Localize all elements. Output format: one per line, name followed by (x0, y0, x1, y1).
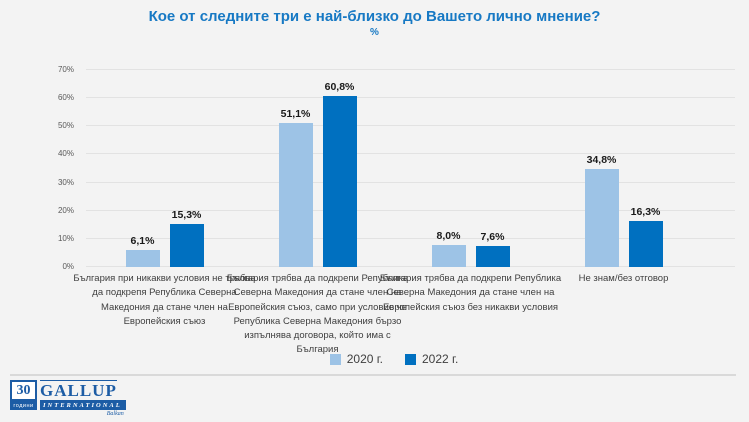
logo-years-word: години (10, 401, 37, 410)
y-axis-tick: 0% (62, 262, 74, 271)
logo-brand-name: GALLUP (40, 380, 117, 400)
chart-title: Кое от следните три е най-близко до Ваше… (148, 8, 601, 25)
bar-2020-г.: 34,8% (584, 154, 619, 267)
gridline (86, 69, 735, 70)
bar-value-label: 60,8% (324, 80, 355, 93)
bar-2020-г.: 8,0% (431, 230, 466, 267)
bar-value-label: 6,1% (130, 234, 155, 247)
logo-brand-line2: INTERNATIONAL (40, 400, 126, 410)
category-label: България трябва да подкрепи Република Се… (226, 273, 409, 356)
gridline (86, 181, 735, 183)
y-axis-tick: 70% (57, 65, 74, 74)
bar-group: 34,8% 16,3% (547, 70, 700, 267)
category-cell: България трябва да подкрепи Република Се… (380, 272, 561, 358)
category-cell: Не знам/без отговор (547, 272, 700, 358)
legend-item: 2022 г. (405, 352, 458, 366)
legend-label: 2020 г. (346, 352, 383, 366)
y-axis-tick: 60% (57, 93, 74, 103)
y-axis-tick: 20% (57, 205, 74, 215)
bar-2022-г.: 15,3% (169, 209, 204, 267)
category-cell: България при никакви условия не трябва д… (73, 272, 255, 358)
gridline (86, 266, 735, 267)
bar-group: 8,0% 7,6% (394, 70, 547, 267)
legend-swatch-icon (405, 353, 416, 365)
bar-value-label: 7,6% (480, 230, 505, 243)
gridline (86, 125, 735, 127)
y-axis-tick: 40% (57, 149, 74, 159)
logo-30-years-block: 30 години (10, 380, 37, 410)
gridline (86, 237, 735, 239)
gridline (86, 153, 735, 155)
bar-2020-г.: 6,1% (125, 235, 160, 267)
bar-value-label: 15,3% (171, 208, 202, 221)
y-axis-tick: 50% (57, 121, 74, 131)
bar-2022-г.: 60,8% (322, 81, 357, 267)
chart-subtitle: % (370, 27, 379, 38)
category-label: България при никакви условия не трябва д… (73, 273, 256, 327)
gridline (86, 209, 735, 211)
legend-item: 2020 г. (329, 352, 383, 366)
bar-value-label: 8,0% (436, 229, 461, 242)
bar-2022-г.: 16,3% (628, 206, 663, 267)
gallup-international-logo: 30 години GALLUP INTERNATIONAL Balkan (10, 380, 126, 417)
bar-2022-г.: 7,6% (475, 231, 510, 267)
category-cell: България трябва да подкрепи Република Се… (227, 272, 408, 358)
category-label: България трябва да подкрепи Република Се… (379, 273, 562, 313)
y-axis-tick: 30% (57, 177, 74, 187)
bar-groups: 6,1% 15,3% 51,1% 60,8% 8,0% 7,6% 34,8% 16,3% (88, 70, 700, 267)
y-axis-tick-labels: 0% 10% 20% 30% 40% 50% 60% 70% (0, 66, 78, 271)
legend-swatch-icon (329, 353, 341, 365)
category-label: Не знам/без отговор (578, 273, 669, 284)
bar-value-label: 16,3% (630, 206, 661, 219)
bar-group: 6,1% 15,3% (88, 70, 241, 267)
legend: 2020 г. 2022 г. (88, 352, 700, 366)
legend-label: 2022 г. (422, 352, 459, 366)
footer-divider (10, 374, 736, 376)
x-axis-category-labels: България при никакви условия не трябва д… (73, 272, 700, 358)
gridline (86, 97, 735, 99)
bar-2020-г.: 51,1% (278, 108, 313, 267)
bar-value-label: 34,8% (586, 154, 617, 167)
y-axis-tick: 10% (57, 233, 74, 243)
logo-region: Balkan (106, 411, 124, 417)
logo-brand-block: GALLUP INTERNATIONAL Balkan (40, 380, 126, 417)
bar-group: 51,1% 60,8% (241, 70, 394, 267)
bar-value-label: 51,1% (280, 108, 311, 121)
logo-30-number: 30 (10, 380, 37, 401)
plot-area: 6,1% 15,3% 51,1% 60,8% 8,0% 7,6% 34,8% 16,3% (86, 69, 735, 267)
